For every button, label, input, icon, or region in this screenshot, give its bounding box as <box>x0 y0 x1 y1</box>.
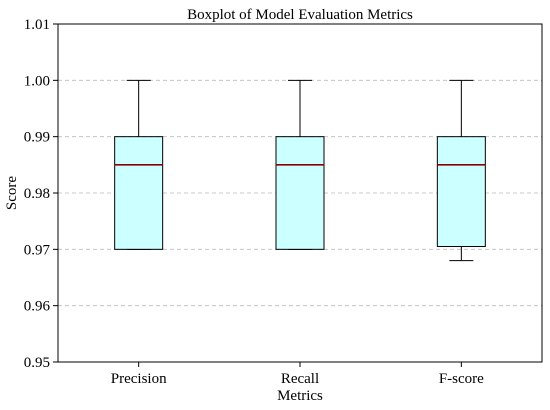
y-tick-label: 1.00 <box>24 73 50 89</box>
box-f-score <box>436 79 486 262</box>
x-axis-label: Metrics <box>277 388 323 404</box>
x-tick-label: F-score <box>439 371 484 387</box>
y-axis-label: Score <box>4 176 20 210</box>
box-precision <box>114 79 164 250</box>
x-tick-label: Recall <box>281 371 319 387</box>
box-recall <box>275 79 325 250</box>
box-series <box>114 79 486 262</box>
x-tick-label: Precision <box>111 371 167 387</box>
y-tick-label: 0.95 <box>24 355 50 371</box>
box-body <box>275 136 325 250</box>
box-body <box>436 136 486 248</box>
axes: 0.95 0.96 0.97 0.98 0.99 1.00 1.01 Precision Rec… <box>24 17 484 387</box>
y-tick-label: 0.96 <box>24 299 51 315</box>
y-tick-label: 0.97 <box>24 242 51 258</box>
y-tick-label: 1.01 <box>24 17 50 33</box>
y-tick-label: 0.99 <box>24 130 50 146</box>
box-body <box>114 136 164 250</box>
chart-title: Boxplot of Model Evaluation Metrics <box>187 7 413 23</box>
y-tick-label: 0.98 <box>24 186 50 202</box>
